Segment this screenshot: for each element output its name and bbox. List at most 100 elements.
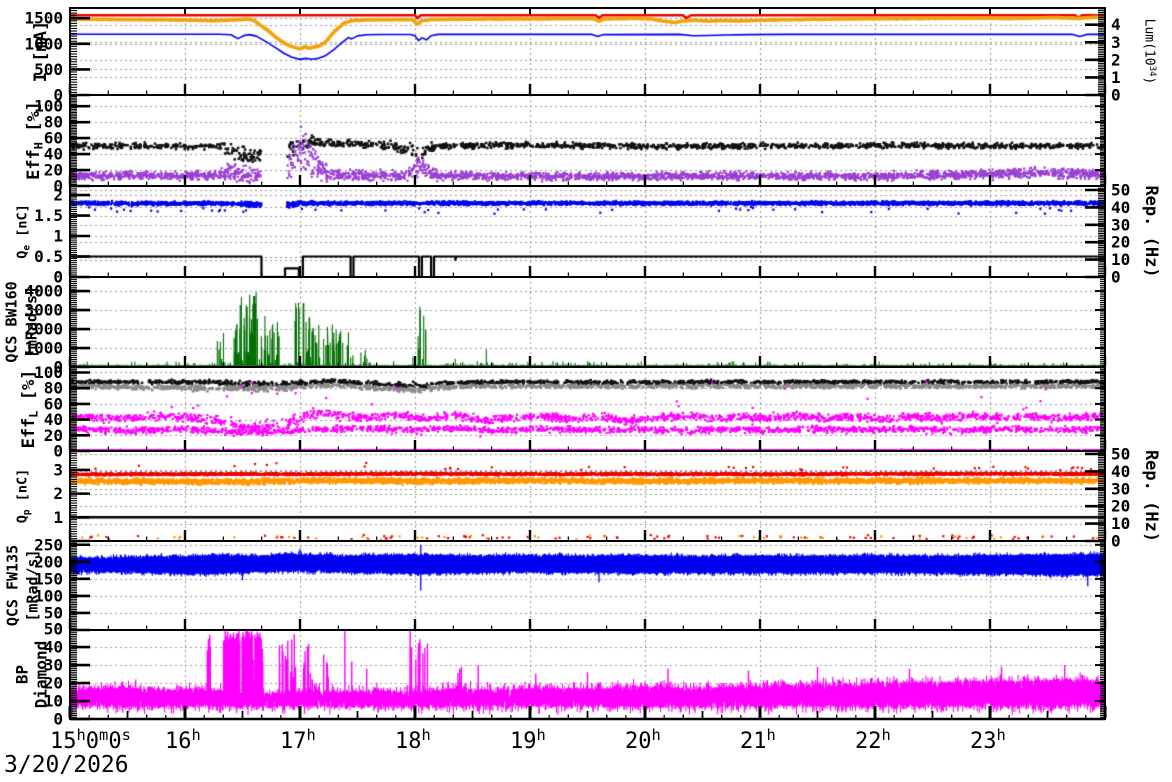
y-tick-label: 1.5 [34, 206, 63, 225]
bottom-axis: 15h0m0s 16h 17h 18h 19h 20h 21h 22h 23h [50, 706, 1107, 754]
y-tick-label: 20 [44, 674, 63, 693]
y-tick-label: 0.5 [34, 247, 63, 266]
y-tick-label: 1000 [24, 34, 63, 53]
y-tick-label: 40 [44, 145, 63, 164]
y-tick-label: 1500 [24, 9, 63, 28]
x-tick-label-17h: 17h [280, 726, 316, 754]
y-tick-label: 50 [44, 603, 63, 622]
y-tick-label: 4000 [24, 282, 63, 301]
y-tick-label: 80 [44, 379, 63, 398]
panel-frame [69, 94, 1106, 187]
right-tick-label: 0 [1111, 86, 1121, 105]
panel-frame [69, 366, 1106, 452]
top-axis-ticks [184, 9, 991, 14]
right-axis-title-charge-electron: Rep. (Hz) [1141, 185, 1161, 277]
y-tick-label: 60 [44, 394, 63, 413]
y-axis-title-injection-efficiency-ler: EffL [%] [19, 370, 41, 449]
y-tick-label: 3 [53, 460, 63, 479]
right-tick-label: 2 [1111, 50, 1121, 69]
right-tick-label: 30 [1111, 215, 1130, 234]
x-tick-label-18h: 18h [395, 726, 431, 754]
x-tick-label-20h: 20h [625, 726, 661, 754]
y-tick-label: 500 [34, 60, 63, 79]
right-tick-label: 0 [1111, 268, 1121, 287]
y-tick-label: 80 [44, 113, 63, 132]
y-tick-label: 100 [34, 97, 63, 116]
right-tick-label: 3 [1111, 33, 1121, 52]
right-tick-label: 50 [1111, 444, 1130, 463]
panel-frame [69, 450, 1106, 542]
right-tick-label: 1 [1111, 68, 1121, 87]
panel-frame [69, 7, 1106, 96]
y-axis-title-bp-diamond-loss: Diamond [32, 641, 51, 708]
y-tick-label: 20 [44, 426, 63, 445]
y-axis-title-loss-monitor-bw160: QCS BW160 [2, 281, 20, 362]
right-tick-label: 0 [1111, 532, 1121, 551]
y-tick-label: 20 [44, 161, 63, 180]
y-axis-title-charge-positron: Qp [nC] [15, 469, 33, 523]
right-tick-label: 20 [1111, 497, 1130, 516]
panel-frame [69, 540, 1106, 631]
y-tick-label: 0 [53, 442, 63, 461]
y-axis-title-charge-electron: Qe [nC] [15, 204, 33, 258]
x-axis-date-label: 3/20/2026 [4, 752, 129, 778]
x-tick-label-first: 15h0m0s [50, 726, 131, 754]
y-tick-label: 50 [44, 620, 63, 639]
y-tick-label: 250 [34, 535, 63, 554]
y-tick-label: 40 [44, 410, 63, 429]
x-tick-label-19h: 19h [510, 726, 546, 754]
y-tick-label: 1 [53, 508, 63, 527]
y-tick-label: 2 [53, 484, 63, 503]
y-tick-label: 10 [44, 692, 63, 711]
y-tick-label: 2000 [24, 320, 63, 339]
panel-frame [69, 276, 1106, 368]
y-tick-label: 60 [44, 129, 63, 148]
y-tick-label: 3000 [24, 301, 63, 320]
y-tick-label: 0 [53, 358, 63, 377]
y-axis-title-loss-monitor-bw160: [mRad/s] [22, 286, 40, 358]
right-axis-title-beam-current: Lum(1034) [1141, 19, 1157, 85]
right-tick-label: 40 [1111, 462, 1130, 481]
y-tick-label: 100 [34, 363, 63, 382]
panel-frame [69, 185, 1106, 278]
y-tick-label: 100 [34, 586, 63, 605]
y-tick-label: 0 [53, 268, 63, 287]
panel-frame [69, 629, 1106, 720]
y-tick-label: 30 [44, 656, 63, 675]
x-tick-label-16h: 16h [165, 726, 201, 754]
x-tick-label-21h: 21h [740, 726, 776, 754]
y-tick-label: 150 [34, 569, 63, 588]
x-tick-label-23h: 23h [970, 726, 1006, 754]
right-tick-label: 20 [1111, 233, 1130, 252]
y-tick-label: 200 [34, 552, 63, 571]
y-axis-title-beam-current: I [mA] [31, 21, 51, 82]
y-tick-label: 40 [44, 638, 63, 657]
right-axis-title-charge-positron: Rep. (Hz) [1141, 450, 1161, 542]
y-tick-label: 0 [53, 710, 63, 729]
right-tick-label: 30 [1111, 479, 1130, 498]
y-tick-label: 0 [53, 177, 63, 196]
y-axis-title-bp-diamond-loss: BP [13, 665, 32, 684]
right-tick-label: 10 [1111, 250, 1130, 269]
right-tick-label: 4 [1111, 15, 1121, 34]
y-tick-label: 2 [53, 186, 63, 205]
x-tick-label-22h: 22h [855, 726, 891, 754]
y-axis-title-loss-monitor-fw135: QCS FW135 [3, 545, 21, 626]
right-tick-label: 50 [1111, 181, 1130, 200]
y-axis-title-injection-efficiency-her: EffH [%] [24, 101, 46, 180]
y-axis-title-loss-monitor-fw135: [mRad/s] [23, 549, 41, 621]
y-tick-label: 1000 [24, 339, 63, 358]
right-tick-label: 10 [1111, 514, 1130, 533]
right-tick-label: 40 [1111, 198, 1130, 217]
